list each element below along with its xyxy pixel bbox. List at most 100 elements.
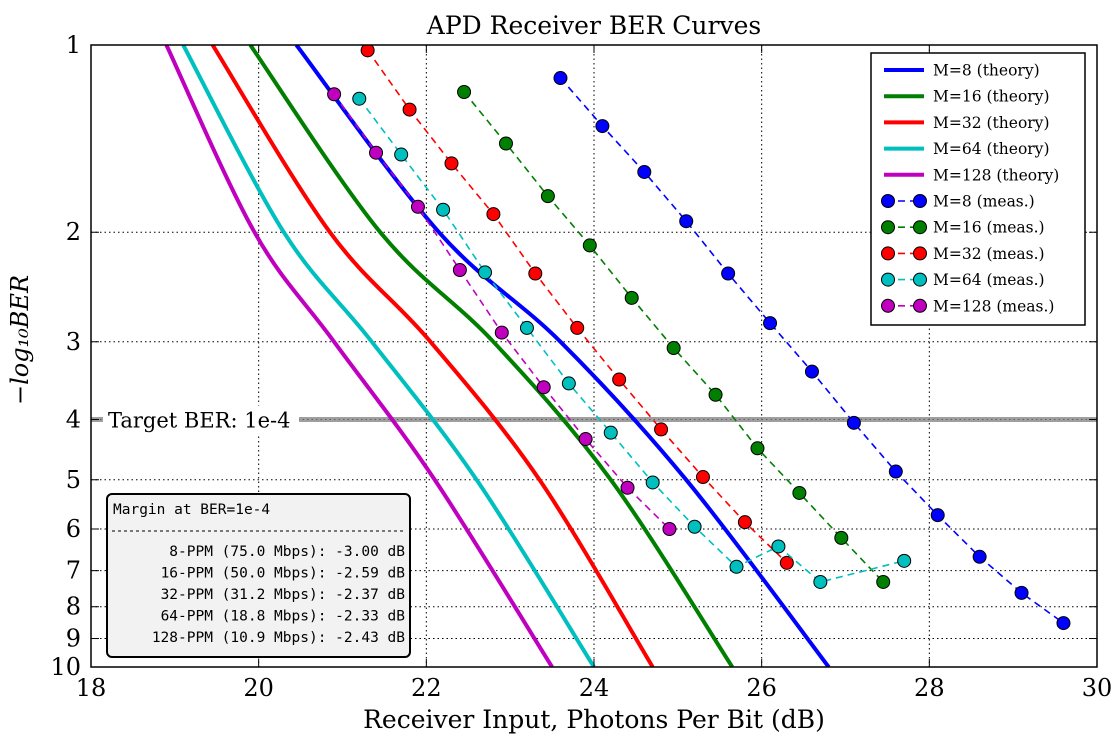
legend-label-m-8-meas: M=8 (meas.) [933, 193, 1035, 211]
legend-label-m-16-theory: M=16 (theory) [933, 88, 1050, 106]
data-point-m-16-meas [624, 290, 639, 305]
x-axis-label: Receiver Input, Photons Per Bit (dB) [363, 705, 825, 734]
y-tick-label: 1 [66, 31, 81, 59]
data-point-m-16-meas [666, 341, 681, 356]
x-tick-label: 24 [579, 674, 610, 702]
x-tick-label: 28 [914, 674, 945, 702]
data-point-m-16-meas [540, 189, 555, 204]
data-point-m-32-meas [779, 555, 794, 570]
margin-box-line: 8-PPM (75.0 Mbps): -3.00 dB [169, 544, 405, 560]
series-layer [164, 45, 1071, 667]
data-point-m-32-meas [654, 422, 669, 437]
data-point-m-64-meas [729, 559, 744, 574]
legend-label-m-32-theory: M=32 (theory) [933, 114, 1050, 132]
x-tick-label: 26 [746, 674, 777, 702]
legend-marker-m-8-meas [913, 194, 927, 208]
data-point-m-16-meas [498, 136, 513, 151]
data-point-m-64-meas [561, 376, 576, 391]
data-point-m-128-meas [369, 145, 384, 160]
data-point-m-8-meas [1014, 585, 1029, 600]
x-tick-label: 18 [76, 674, 107, 702]
chart-title: APD Receiver BER Curves [426, 11, 761, 40]
legend-label-m-128-meas: M=128 (meas.) [933, 297, 1054, 315]
data-point-m-32-meas [486, 207, 501, 222]
legend-label-m-64-meas: M=64 (meas.) [933, 271, 1045, 289]
data-point-m-8-meas [804, 364, 819, 379]
y-tick-label: 5 [66, 466, 81, 494]
data-point-m-32-meas [444, 156, 459, 171]
margin-box-line: 16-PPM (50.0 Mbps): -2.59 dB [161, 566, 406, 582]
series-line-m-64-theory [181, 45, 596, 667]
data-point-m-16-meas [708, 387, 723, 402]
legend-marker-m-32-meas [881, 246, 895, 261]
legend-marker-m-128-meas [913, 298, 927, 313]
series-line-m-8-theory [294, 45, 831, 667]
data-point-m-64-meas [352, 91, 367, 106]
legend-label-m-8-theory: M=8 (theory) [933, 62, 1040, 80]
data-point-m-16-meas [876, 574, 891, 589]
data-point-m-32-meas [360, 45, 375, 58]
y-tick-label: 10 [50, 653, 81, 681]
legend-marker-m-32-meas [913, 246, 927, 261]
x-tick-label: 22 [411, 674, 442, 702]
y-tick-label: 6 [66, 515, 81, 543]
legend-label-m-32-meas: M=32 (meas.) [933, 245, 1045, 263]
data-point-m-64-meas [771, 539, 786, 554]
data-point-m-32-meas [570, 320, 585, 335]
legend-marker-m-16-meas [913, 220, 927, 235]
data-point-m-64-meas [478, 265, 493, 280]
data-point-m-8-meas [888, 464, 903, 479]
legend-label-m-128-theory: M=128 (theory) [933, 166, 1059, 184]
legend-marker-m-8-meas [881, 194, 895, 208]
legend-marker-m-64-meas [881, 272, 895, 287]
y-tick-label: 3 [66, 328, 81, 356]
axis-ticks: 18 20 22 24 26 28 30 1 2 3 4 5 6 7 8 910 [50, 31, 1112, 702]
legend-marker-m-16-meas [881, 220, 895, 235]
data-point-m-32-meas [737, 515, 752, 530]
legend-label-m-64-theory: M=64 (theory) [933, 140, 1050, 158]
x-tick-label: 20 [243, 674, 274, 702]
data-point-m-128-meas [578, 432, 593, 447]
data-point-m-8-meas [1056, 616, 1071, 631]
target-label-background [103, 405, 299, 434]
data-point-m-64-meas [603, 425, 618, 440]
y-tick-label: 8 [66, 593, 81, 621]
data-point-m-64-meas [394, 147, 409, 162]
legend-marker-m-64-meas [913, 272, 927, 287]
data-point-m-128-meas [662, 522, 677, 537]
data-point-m-128-meas [410, 199, 425, 214]
margin-box: Margin at BER=1e-4 8-PPM (75.0 Mbps): -3… [106, 493, 411, 658]
data-point-m-64-meas [436, 202, 451, 217]
data-point-m-128-meas [620, 480, 635, 495]
data-point-m-8-meas [679, 214, 694, 229]
legend-marker-m-128-meas [881, 298, 895, 313]
data-point-m-8-meas [846, 415, 861, 430]
data-point-m-8-meas [637, 164, 652, 179]
data-point-m-64-meas [519, 320, 534, 335]
data-point-m-128-meas [536, 380, 551, 395]
data-point-m-64-meas [687, 519, 702, 534]
data-point-m-128-meas [494, 325, 509, 340]
data-point-m-16-meas [792, 485, 807, 500]
data-point-m-8-meas [763, 316, 778, 331]
target-ber-label: Target BER: 1e-4 [108, 408, 291, 432]
data-point-m-64-meas [813, 574, 828, 589]
y-tick-label: 2 [66, 218, 81, 246]
data-point-m-8-meas [595, 119, 610, 134]
data-point-m-8-meas [721, 266, 736, 281]
y-tick-label: 7 [66, 557, 81, 585]
data-point-m-8-meas [930, 508, 945, 523]
series-line-m-128-theory [164, 45, 554, 667]
data-point-m-128-meas [327, 87, 342, 102]
margin-box-line: 128-PPM (10.9 Mbps): -2.43 dB [152, 630, 405, 646]
data-point-m-16-meas [457, 84, 472, 99]
series-line-m-16-theory [248, 45, 734, 667]
margin-box-line: 32-PPM (31.2 Mbps): -2.37 dB [161, 587, 406, 603]
data-point-m-16-meas [582, 238, 597, 253]
margin-box-title: Margin at BER=1e-4 [113, 502, 270, 518]
series-line-m-32-theory [210, 45, 655, 667]
y-tick-label: 4 [66, 405, 81, 433]
data-point-m-8-meas [972, 549, 987, 564]
data-point-m-128-meas [452, 262, 467, 277]
